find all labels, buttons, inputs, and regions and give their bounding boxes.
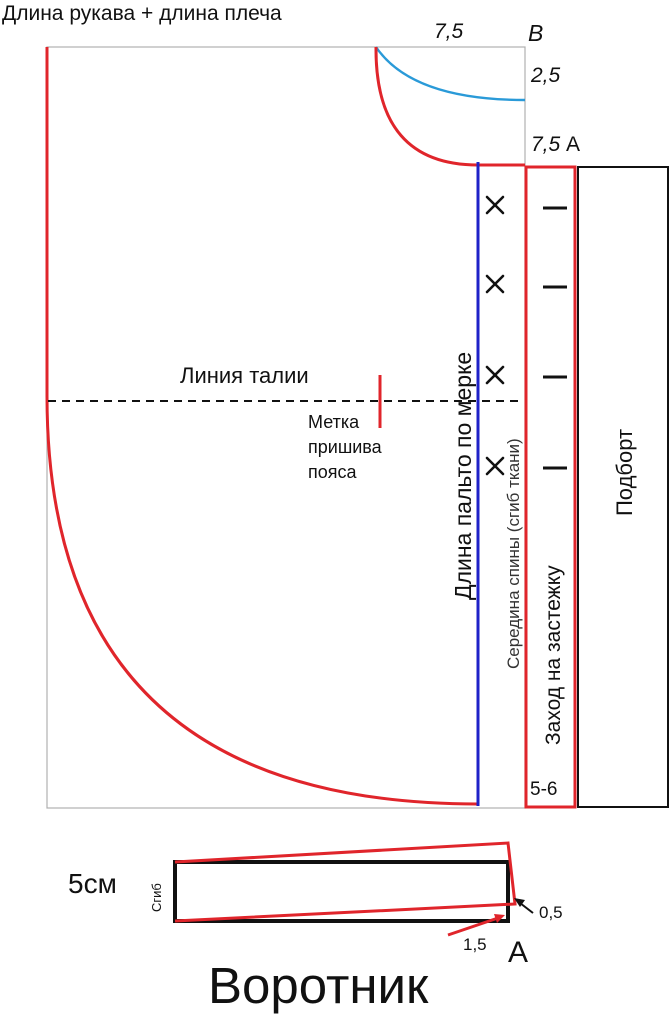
measure-7-5-a-label: 7,5 А [531, 133, 580, 156]
facing-panel [577, 166, 669, 808]
buttonhole-cross [485, 195, 505, 215]
belt-mark-text-1: Метка [308, 412, 360, 432]
collar-point-a-label: А [508, 936, 528, 969]
buttonhole-cross [485, 365, 505, 385]
neckline-back [375, 46, 526, 102]
collar-width-label: 5см [68, 868, 117, 899]
collar-offset-1-5-label: 1,5 [463, 935, 487, 954]
offset-0-5-arrow [514, 898, 534, 914]
collar-offset-0-5-label: 0,5 [539, 903, 563, 922]
offset-1-5-arrow [447, 914, 505, 937]
header-title: Длина рукава + длина плеча [2, 2, 282, 25]
top-measure-label: 7,5 [434, 20, 464, 43]
coat-length-label: Длина пальто по мерке [450, 352, 476, 600]
back-center-label: Середина спины (сгиб ткани) [504, 438, 523, 669]
belt-mark-text-2: пришива [308, 437, 383, 457]
fastener-overlap-label: Заход на застежку [542, 565, 565, 745]
point-v-label: В [528, 20, 543, 46]
hem-curve [45, 47, 479, 806]
collar-modified-outline [174, 841, 517, 923]
neckline-front [374, 46, 525, 167]
collar-title: Воротник [208, 957, 429, 1014]
collar-base-rect [173, 860, 510, 923]
buttonhole-cross [485, 456, 505, 476]
belt-mark-text-3: пояса [308, 462, 358, 482]
facing-label: Подборт [612, 429, 637, 516]
fastener-overlap-strip [524, 165, 577, 809]
collar-fold-label: Сгиб [149, 883, 164, 912]
measure-2-5-label: 2,5 [530, 64, 561, 87]
buttonhole-cross [485, 274, 505, 294]
waist-line-label: Линия талии [180, 363, 309, 388]
bottom-measure-label: 5-6 [530, 779, 557, 800]
